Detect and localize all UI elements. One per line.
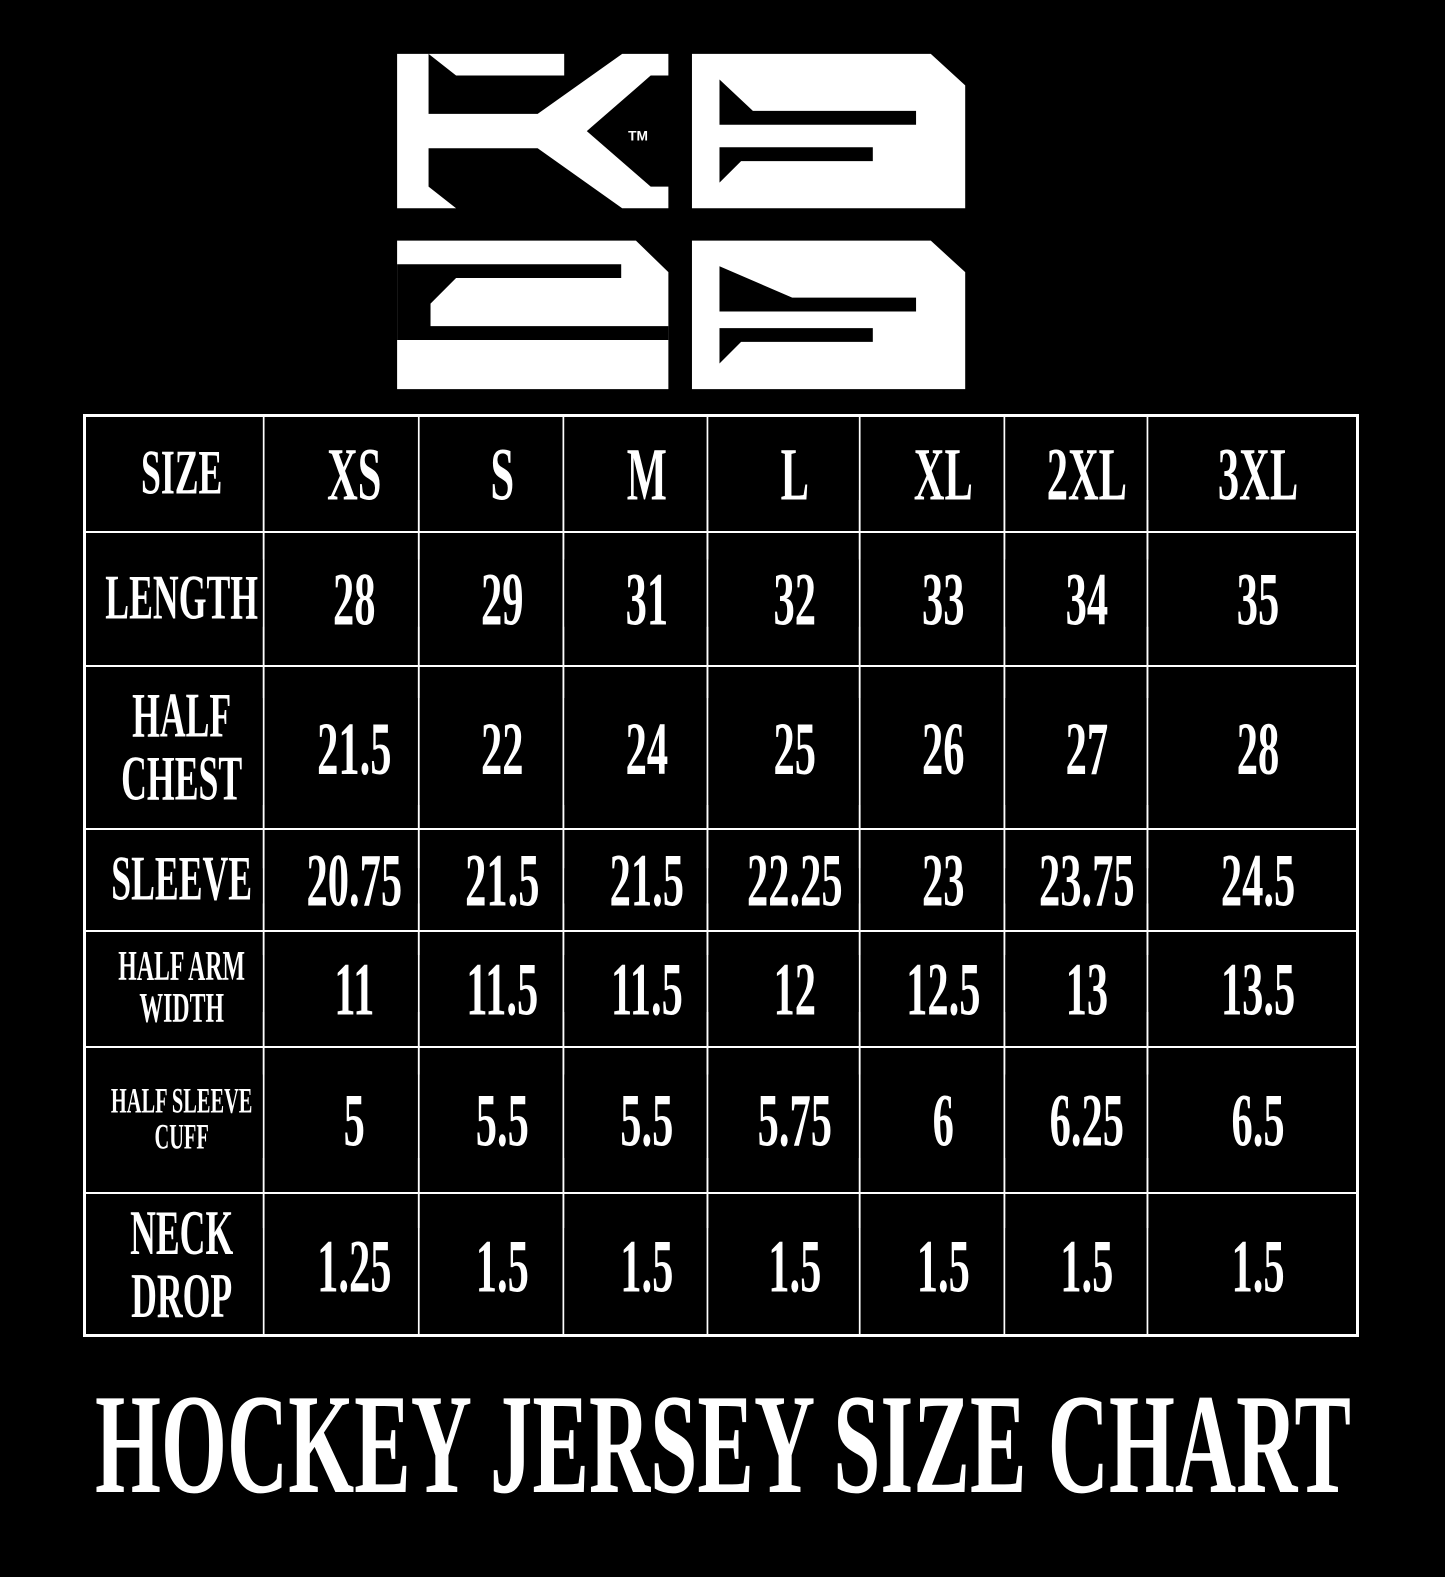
svg-text:TM: TM: [628, 128, 648, 143]
